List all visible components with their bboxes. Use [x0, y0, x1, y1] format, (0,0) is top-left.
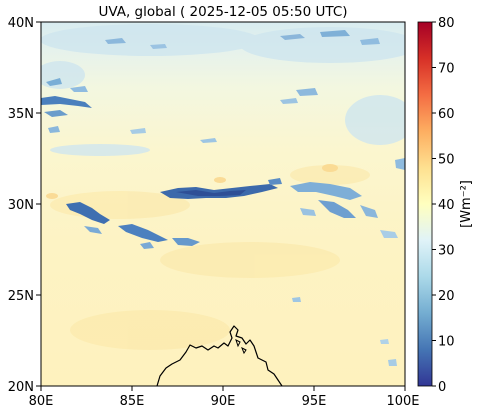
coastline	[156, 325, 283, 386]
lat-tick-label: 20N	[8, 380, 34, 395]
uva-field	[41, 22, 405, 386]
colorbar-tick-label: 10	[438, 335, 455, 350]
longitude-axis: 80E 85E 90E 95E 100E	[29, 386, 420, 409]
latitude-axis: 40N 35N 30N 25N 20N	[8, 16, 41, 395]
lon-tick-label: 85E	[120, 394, 145, 409]
colorbar-tick-label: 50	[438, 153, 455, 168]
lat-tick-label: 40N	[8, 16, 34, 31]
coastline-islands	[235, 339, 247, 355]
colorbar-gradient	[417, 21, 433, 387]
colorbar-tick-label: 30	[438, 244, 455, 259]
map-title: UVA, global ( 2025-12-05 05:50 UTC)	[98, 4, 347, 20]
warm-spots	[46, 164, 338, 199]
lon-tick-label: 95E	[302, 394, 327, 409]
lon-tick-label: 100E	[386, 394, 419, 409]
lat-tick-label: 35N	[8, 107, 34, 122]
colorbar-tick-label: 80	[438, 16, 455, 31]
colorbar-tick-label: 70	[438, 62, 455, 77]
colorbar-tick-label: 40	[438, 198, 455, 213]
lon-tick-label: 80E	[29, 394, 54, 409]
lat-tick-label: 30N	[8, 198, 34, 213]
colorbar-tick-label: 20	[438, 289, 455, 304]
colorbar-tick-label: 0	[438, 380, 446, 395]
lon-tick-label: 90E	[211, 394, 236, 409]
lat-tick-label: 25N	[8, 289, 34, 304]
colorbar-unit-label: [Wm⁻²]	[459, 180, 474, 228]
cloud-streaks	[41, 30, 405, 366]
colorbar-tick-label: 60	[438, 107, 455, 122]
colorbar: 80 70 60 50 40 30 20 10 0 [Wm⁻²]	[417, 16, 474, 395]
